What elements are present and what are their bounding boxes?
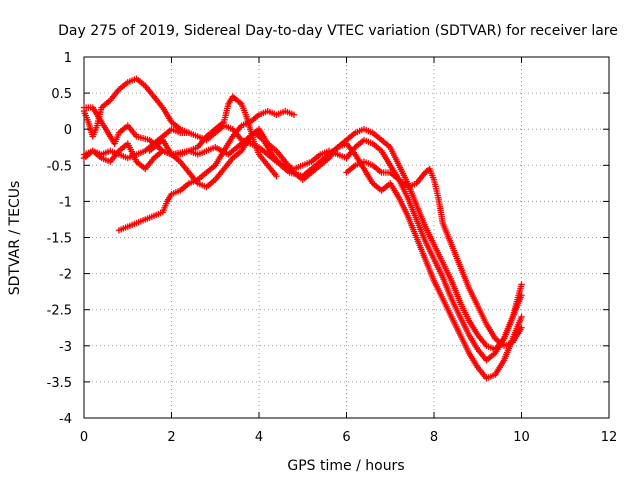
x-tick-label: 0 xyxy=(80,430,88,445)
data-point xyxy=(273,172,280,180)
chart-title: Day 275 of 2019, Sidereal Day-to-day VTE… xyxy=(58,23,618,39)
y-axis: 1 0.5 0 -0.5 -1 -1.5 -2 -2.5 -3 -3.5 -4 xyxy=(47,51,609,427)
x-axis-label: GPS time / hours xyxy=(287,458,404,474)
data-point xyxy=(290,111,298,118)
series-sat-d xyxy=(115,107,298,234)
y-tick-label: -3 xyxy=(59,340,72,355)
series-sat-b xyxy=(80,126,525,353)
x-tick-label: 2 xyxy=(167,430,175,445)
data-point xyxy=(518,324,525,331)
y-axis-label: SDTVAR / TECUs xyxy=(7,181,23,296)
y-tick-label: -4 xyxy=(59,412,72,427)
y-tick-label: -2 xyxy=(59,268,72,283)
y-tick-label: -3.5 xyxy=(47,376,72,391)
x-axis: 0 2 4 6 8 10 12 xyxy=(80,57,617,445)
x-tick-label: 8 xyxy=(430,430,438,445)
y-tick-label: 0 xyxy=(64,123,72,138)
x-tick-label: 10 xyxy=(513,430,530,445)
y-tick-label: -2.5 xyxy=(47,304,72,319)
y-tick-label: -1.5 xyxy=(47,232,72,247)
data-point xyxy=(518,313,525,321)
y-tick-label: -0.5 xyxy=(47,159,72,174)
series-sat-f xyxy=(80,126,193,162)
data-point xyxy=(518,281,525,288)
y-tick-label: 1 xyxy=(64,51,72,66)
data-point xyxy=(236,99,244,106)
x-tick-label: 6 xyxy=(342,430,350,445)
series-sat-g xyxy=(343,158,525,349)
data-point xyxy=(185,129,193,137)
y-tick-label: 0.5 xyxy=(51,87,72,102)
data-series xyxy=(80,75,525,382)
y-tick-label: -1 xyxy=(59,195,72,210)
x-tick-label: 4 xyxy=(255,430,263,445)
x-tick-label: 12 xyxy=(601,430,618,445)
